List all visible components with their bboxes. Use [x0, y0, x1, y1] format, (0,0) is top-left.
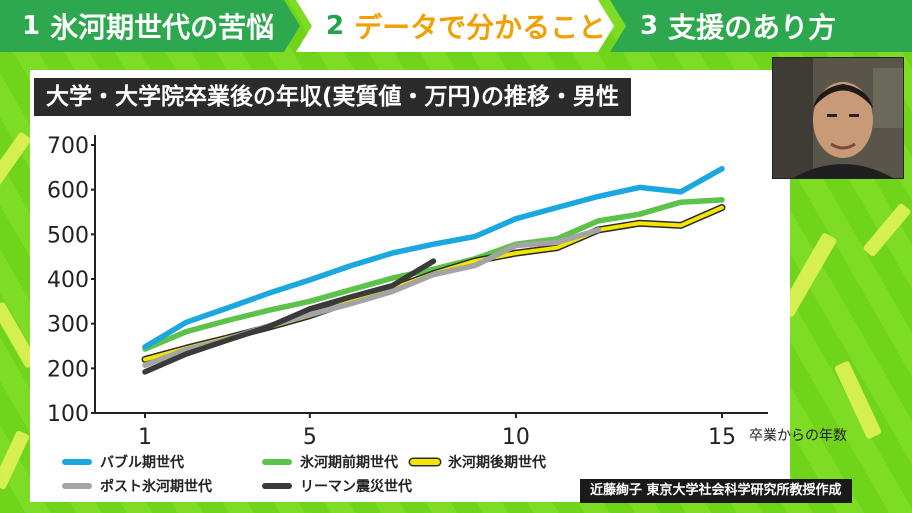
legend-label: バブル期世代	[100, 455, 184, 471]
chart-title: 大学・大学院卒業後の年収(実質値・万円)の推移・男性	[34, 78, 632, 116]
legend-label: 氷河期前期世代	[300, 455, 398, 471]
nav-step-number: 1	[22, 11, 41, 41]
series-line-1	[142, 165, 725, 350]
legend-item: 氷河期前期世代	[262, 452, 398, 472]
legend-item: ポスト氷河期世代	[62, 476, 212, 496]
presenter-photo	[773, 58, 903, 178]
x-tick-label: 5	[303, 425, 317, 450]
x-tick-label: 1	[138, 425, 152, 450]
nav-step-2: 2 データで分かること	[296, 0, 614, 52]
y-tick-label: 200	[47, 357, 89, 382]
legend-item: 氷河期後期世代	[410, 452, 546, 472]
series-line-2	[142, 197, 725, 352]
x-tick-label: 15	[708, 425, 736, 450]
y-tick-label: 500	[47, 223, 89, 248]
nav-step-number: 3	[640, 11, 659, 41]
chart-legend: バブル期世代 氷河期前期世代 氷河期後期世代ポスト氷河期世代 リーマン震災世代	[62, 452, 582, 498]
y-tick-label: 700	[47, 134, 89, 159]
legend-swatch	[410, 459, 440, 465]
legend-swatch	[62, 459, 92, 465]
x-axis-label: 卒業からの年数	[749, 428, 847, 444]
nav-step-number: 2	[326, 11, 345, 41]
legend-label: 氷河期後期世代	[448, 455, 546, 471]
source-credit: 近藤絢子 東京大学社会科学研究所教授作成	[580, 479, 852, 503]
legend-item: リーマン震災世代	[262, 476, 412, 496]
presenter-video	[772, 57, 904, 179]
nav-step-label: 支援のあり方	[668, 11, 837, 44]
x-tick-label: 10	[502, 425, 530, 450]
y-tick-label: 400	[47, 268, 89, 293]
nav-step-1: 1 氷河期世代の苦悩	[0, 0, 300, 52]
legend-label: ポスト氷河期世代	[100, 479, 212, 495]
legend-label: リーマン震災世代	[300, 479, 412, 495]
y-tick-label: 600	[47, 179, 89, 204]
y-tick-label: 300	[47, 313, 89, 338]
y-tick-label: 100	[47, 402, 89, 427]
legend-swatch	[262, 459, 292, 465]
nav-step-label: データで分かること	[354, 11, 607, 44]
nav-step-label: 氷河期世代の苦悩	[50, 11, 275, 44]
legend-swatch	[262, 483, 292, 489]
legend-item: バブル期世代	[62, 452, 184, 472]
series-line-5	[142, 258, 437, 375]
nav-step-3: 3 支援のあり方	[610, 0, 912, 52]
legend-swatch	[62, 483, 92, 489]
